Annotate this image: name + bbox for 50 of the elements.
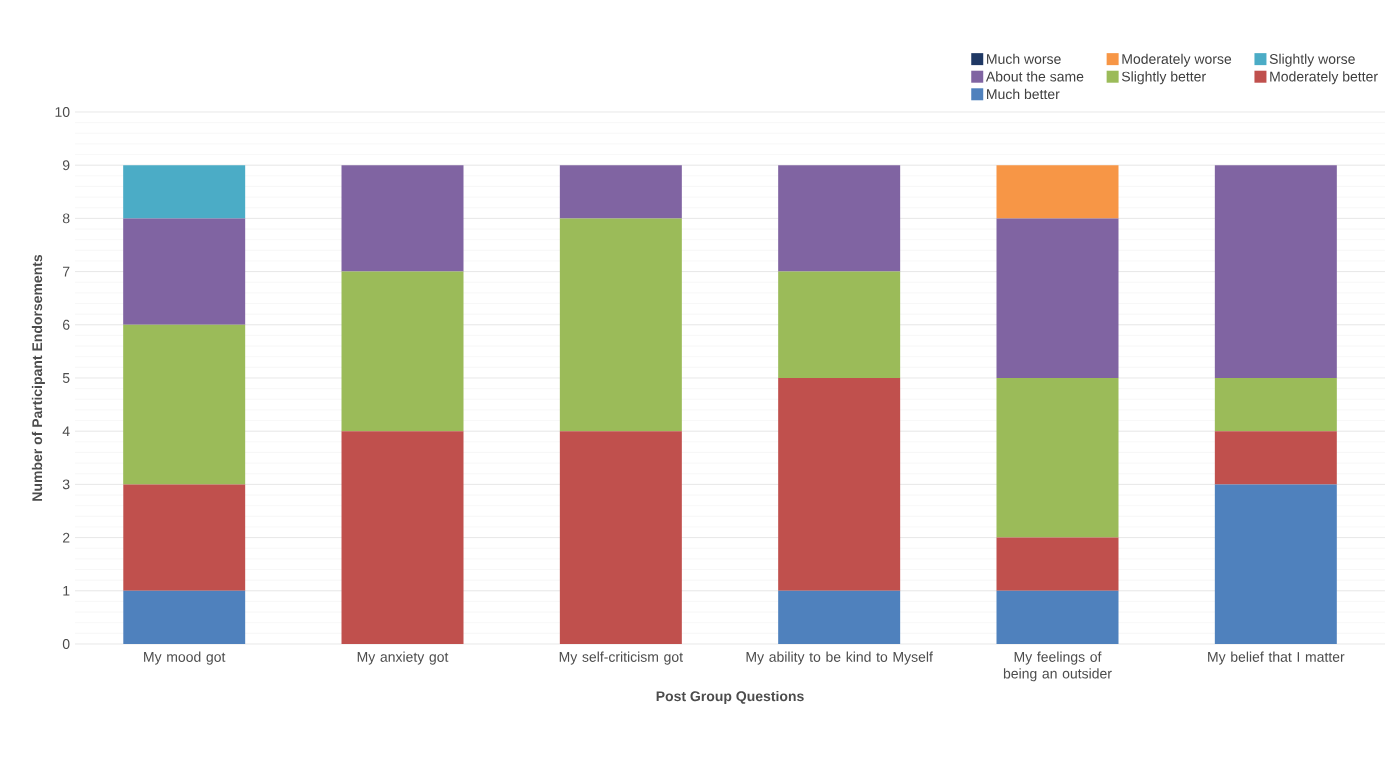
y-tick-label: 4 — [62, 426, 70, 436]
legend-label: Slightly better — [1121, 71, 1206, 85]
y-tick-label: 5 — [62, 373, 70, 383]
y-axis-title: Number of Participant Endorsements — [31, 254, 45, 501]
y-tick-label: 9 — [62, 160, 70, 171]
bar — [996, 377, 1119, 538]
x-tick-label: My self-criticism got — [559, 651, 683, 665]
bar — [778, 590, 901, 644]
y-tick-label: 2 — [63, 532, 70, 543]
bar — [123, 165, 246, 219]
bar — [778, 165, 901, 272]
legend-label: Moderately worse — [1122, 53, 1232, 67]
x-tick-label: My belief that I matter — [1208, 651, 1345, 665]
bar — [996, 590, 1119, 644]
bar — [123, 218, 246, 325]
y-tick-label: 7 — [63, 266, 70, 277]
legend-label: Much worse — [987, 53, 1061, 64]
x-tick-label: My ability to be kind to Myself — [746, 651, 933, 665]
y-tick-label: 1 — [63, 585, 70, 596]
bar — [559, 218, 682, 432]
bar — [559, 431, 682, 644]
bar — [1214, 377, 1337, 432]
y-tick-label: 10 — [55, 107, 70, 117]
bar — [996, 165, 1119, 219]
y-tick-label: 3 — [62, 479, 70, 490]
bar — [1214, 484, 1337, 644]
bar — [559, 165, 682, 219]
bar — [1214, 165, 1337, 378]
x-tick-label: My anxiety got — [357, 651, 449, 665]
x-tick-label: My feelings of being an outsider — [1003, 651, 1112, 682]
legend-label: Moderately better — [1270, 71, 1378, 85]
bar — [778, 271, 901, 378]
bar — [778, 377, 901, 591]
legend-label: Slightly worse — [1269, 53, 1355, 67]
bar — [1214, 431, 1337, 485]
bar — [341, 431, 464, 644]
legend-label: Much better — [987, 88, 1060, 100]
legend-label: About the same — [985, 71, 1084, 82]
bar — [996, 218, 1119, 378]
y-tick-label: 8 — [62, 213, 70, 224]
bar — [123, 324, 246, 485]
x-tick-label: My mood got — [144, 651, 226, 665]
bar — [123, 484, 246, 591]
x-axis-title: Post Group Questions — [656, 690, 804, 704]
bar — [123, 590, 246, 644]
bar — [341, 165, 464, 272]
y-tick-label: 0 — [62, 639, 70, 649]
bar — [341, 271, 464, 432]
bar — [996, 537, 1119, 591]
y-tick-label: 6 — [63, 319, 70, 330]
